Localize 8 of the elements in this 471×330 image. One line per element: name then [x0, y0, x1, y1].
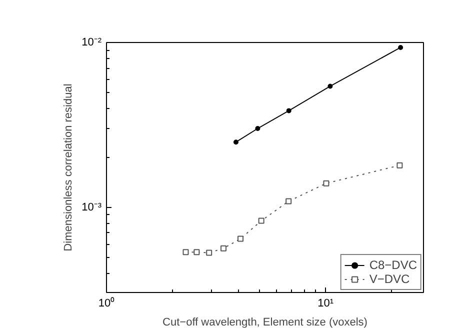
y-tick-label: 10⁻² — [82, 36, 102, 48]
x-tick-label: 10⁰ — [98, 296, 115, 310]
x-axis-title: Cut−off wavelength, Element size (voxels) — [162, 316, 368, 328]
legend-label: C8−DVC — [369, 258, 417, 272]
y-axis-title: Dimensionless correlation residual — [62, 84, 75, 252]
x-tick-label: 10¹ — [318, 298, 334, 310]
y-tick-label: 10⁻³ — [82, 201, 102, 214]
legend-label: V−DVC — [369, 272, 410, 286]
